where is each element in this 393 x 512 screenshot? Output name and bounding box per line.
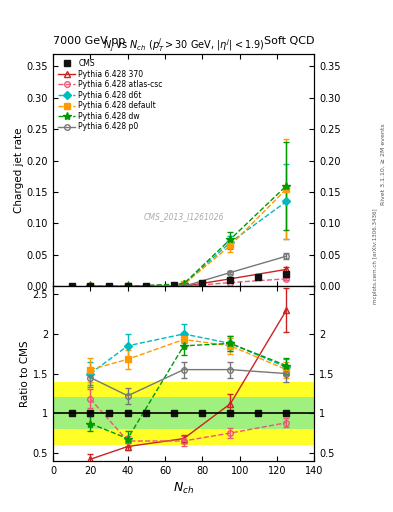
- Legend: CMS, Pythia 6.428 370, Pythia 6.428 atlas-csc, Pythia 6.428 d6t, Pythia 6.428 de: CMS, Pythia 6.428 370, Pythia 6.428 atla…: [57, 57, 164, 133]
- Text: CMS_2013_I1261026: CMS_2013_I1261026: [143, 212, 224, 221]
- Text: mcplots.cern.ch [arXiv:1306.3436]: mcplots.cern.ch [arXiv:1306.3436]: [373, 208, 378, 304]
- Title: $N_j$ vs $N_{ch}$ ($p_T^j$$>$30 GeV, $|\eta^j|$$<$1.9): $N_j$ vs $N_{ch}$ ($p_T^j$$>$30 GeV, $|\…: [103, 36, 264, 54]
- X-axis label: $N_{ch}$: $N_{ch}$: [173, 481, 194, 496]
- Text: Rivet 3.1.10, ≥ 2M events: Rivet 3.1.10, ≥ 2M events: [381, 123, 386, 205]
- Text: 7000 GeV pp: 7000 GeV pp: [53, 36, 125, 46]
- Text: Soft QCD: Soft QCD: [264, 36, 314, 46]
- Y-axis label: Charged jet rate: Charged jet rate: [14, 127, 24, 213]
- Y-axis label: Ratio to CMS: Ratio to CMS: [20, 340, 30, 407]
